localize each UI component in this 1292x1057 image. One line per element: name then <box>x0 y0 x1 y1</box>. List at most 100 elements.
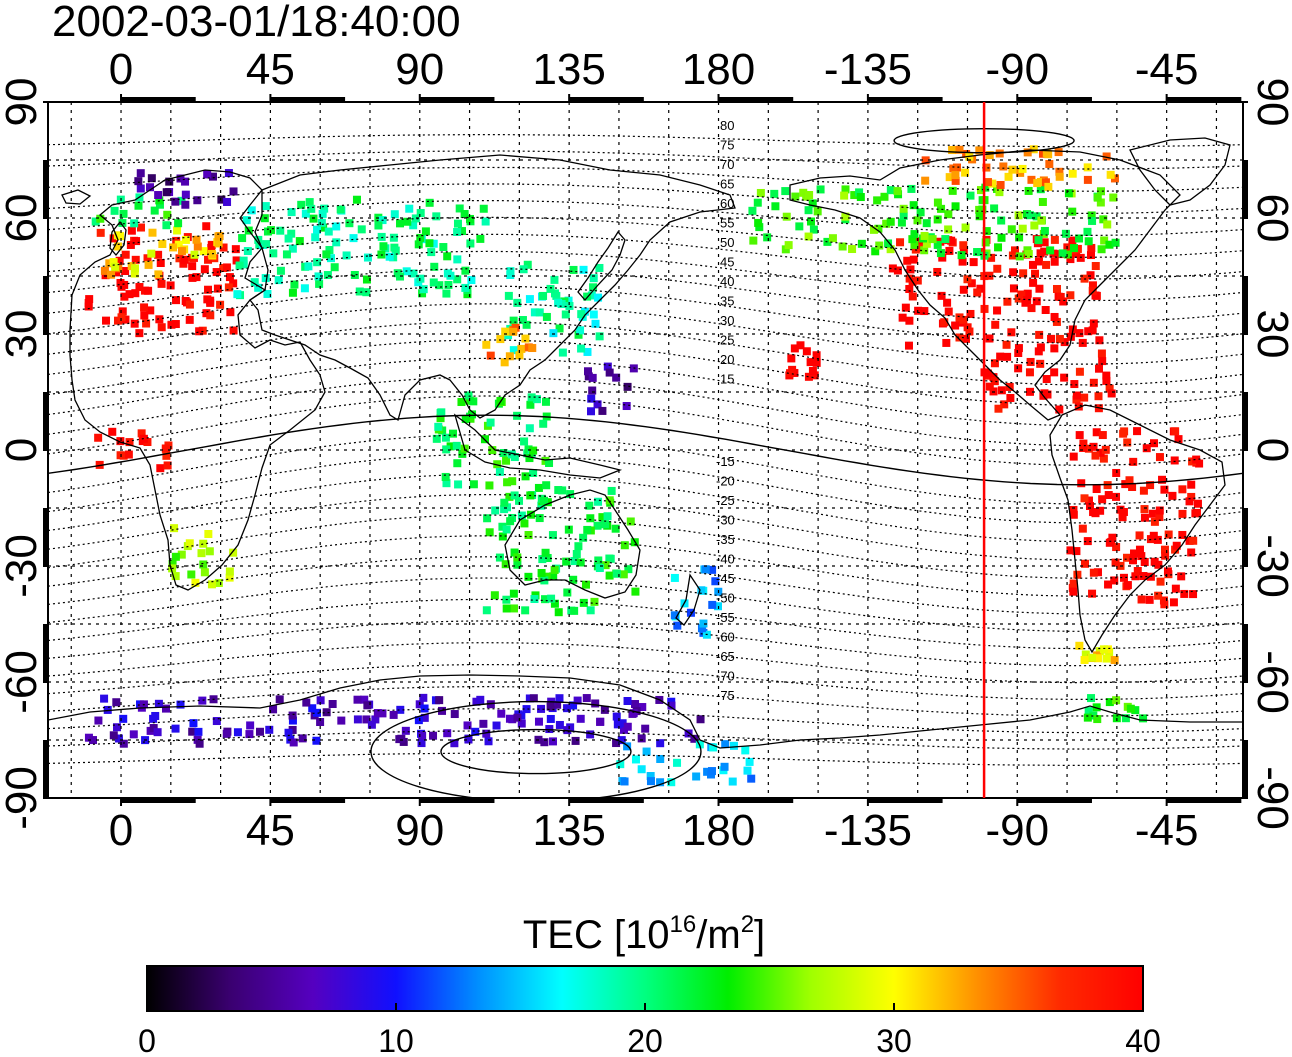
tec-sample <box>319 223 328 232</box>
tec-sample <box>513 553 522 562</box>
tec-sample <box>944 210 953 219</box>
magnetic-contour <box>48 493 1243 561</box>
tec-sample <box>118 307 127 316</box>
tec-sample <box>171 552 180 561</box>
tec-sample <box>429 239 438 248</box>
tec-sample <box>161 444 170 453</box>
tec-sample <box>482 729 491 738</box>
tec-sample <box>176 700 185 709</box>
tec-sample <box>1187 480 1196 489</box>
tec-sample <box>802 347 811 356</box>
tec-sample <box>525 424 534 433</box>
frame-bar <box>1243 160 1248 218</box>
tec-sample <box>1096 448 1105 457</box>
tec-sample <box>469 480 478 489</box>
coast-japan <box>577 230 626 301</box>
tec-sample <box>1133 567 1142 576</box>
tec-sample <box>443 252 452 261</box>
magnetic-contour <box>48 321 1243 386</box>
tec-sample <box>1095 336 1104 345</box>
tec-sample <box>1109 193 1118 202</box>
tec-sample <box>509 316 518 325</box>
tec-sample <box>588 373 597 382</box>
tec-sample <box>637 765 646 774</box>
tec-sample <box>937 291 946 300</box>
coast-north-america <box>789 149 1181 421</box>
tec-sample <box>593 521 602 530</box>
lon-label-bottom: -45 <box>1135 806 1199 855</box>
tec-sample <box>500 505 509 514</box>
tec-sample <box>1129 556 1138 565</box>
tec-sample <box>547 594 556 603</box>
tec-sample <box>136 184 145 193</box>
tec-sample <box>143 254 152 263</box>
tec-sample <box>1099 454 1108 463</box>
tec-sample <box>517 719 526 728</box>
tec-sample <box>454 480 463 489</box>
tec-sample <box>225 273 234 282</box>
tec-sample <box>786 369 795 378</box>
tec-sample <box>605 368 614 377</box>
tec-sample <box>1070 380 1079 389</box>
tec-sample <box>781 245 790 254</box>
tec-sample <box>1137 552 1146 561</box>
tec-sample <box>1088 216 1097 225</box>
tec-sample <box>109 234 118 243</box>
frame-bar <box>43 392 48 450</box>
map-frame <box>47 101 1244 799</box>
tec-sample <box>1193 499 1202 508</box>
frame-bar <box>43 276 48 334</box>
tec-sample <box>495 553 504 562</box>
tec-sample <box>1171 584 1180 593</box>
tec-sample <box>148 228 157 237</box>
tec-sample <box>418 289 427 298</box>
tec-sample <box>534 717 543 726</box>
tec-sample <box>1108 533 1117 542</box>
tec-sample <box>222 263 231 272</box>
tec-sample <box>154 191 163 200</box>
tec-sample <box>506 267 515 276</box>
tec-sample <box>185 539 194 548</box>
magnetic-contour <box>48 150 1243 170</box>
tec-sample <box>229 187 238 196</box>
tec-sample <box>530 595 539 604</box>
tec-sample <box>555 324 564 333</box>
tec-sample <box>612 739 621 748</box>
tec-sample <box>468 410 477 419</box>
tec-sample <box>896 238 905 247</box>
tec-sample <box>1066 255 1075 264</box>
tec-sample <box>1034 236 1043 245</box>
tec-sample <box>476 234 485 243</box>
tec-sample <box>1025 211 1034 220</box>
tec-sample <box>958 257 967 266</box>
tec-sample <box>938 253 947 262</box>
tec-sample <box>957 251 966 260</box>
tec-sample <box>603 362 612 371</box>
tec-sample <box>493 460 502 469</box>
tec-sample <box>937 204 946 213</box>
lat-label-right: 0 <box>1248 438 1292 462</box>
tec-sample <box>841 185 850 194</box>
colorbar-title-mid: /m <box>696 913 740 957</box>
tec-sample <box>1023 289 1032 298</box>
tec-sample <box>212 268 221 277</box>
tec-sample <box>146 306 155 315</box>
tec-sample <box>638 703 647 712</box>
lon-label-top: 0 <box>109 45 133 94</box>
tec-sample <box>997 216 1006 225</box>
tec-sample <box>453 219 462 228</box>
tec-sample <box>605 554 614 563</box>
tec-sample <box>195 327 204 336</box>
tec-sample <box>1178 485 1187 494</box>
tec-sample <box>613 720 622 729</box>
tec-sample <box>1192 455 1201 464</box>
tec-sample <box>976 186 985 195</box>
tec-sample <box>1081 650 1090 659</box>
tec-sample <box>667 778 676 787</box>
lat-label-left: 90 <box>0 78 46 127</box>
tec-sample <box>505 714 514 723</box>
tec-sample <box>469 397 478 406</box>
tec-sample <box>804 206 813 215</box>
tec-sample <box>542 481 551 490</box>
tec-sample <box>1006 393 1015 402</box>
